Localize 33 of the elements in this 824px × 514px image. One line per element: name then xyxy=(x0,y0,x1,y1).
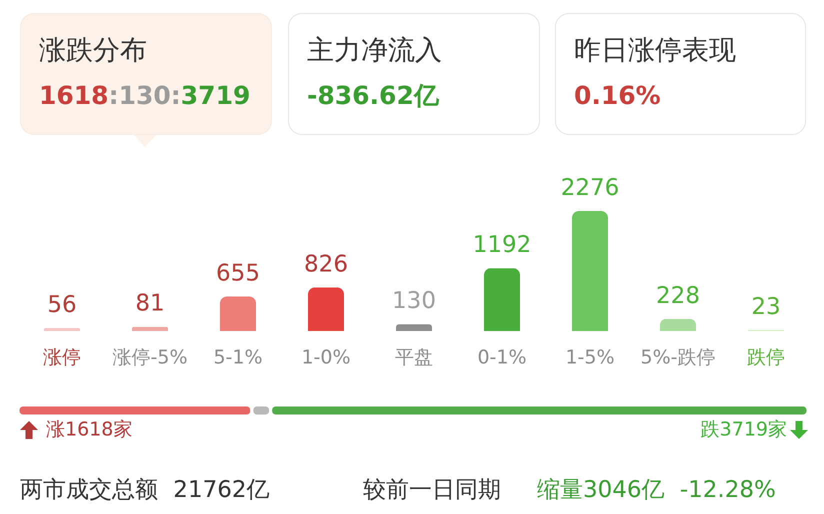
data-label: 2276 xyxy=(560,175,620,201)
data-label: 23 xyxy=(751,294,781,320)
x-tick-label: 5%-跌停 xyxy=(640,346,716,368)
x-tick-label: 涨停-5% xyxy=(112,346,188,368)
stat-card: 昨日涨停表现 0.16% xyxy=(555,13,806,135)
data-label: 228 xyxy=(656,282,700,309)
data-label: 56 xyxy=(47,292,77,318)
data-label: 130 xyxy=(392,288,436,314)
bar xyxy=(572,211,608,331)
text: 较前一日同期 xyxy=(363,476,501,505)
bar xyxy=(396,324,432,331)
text: 两市成交总额 21762亿 xyxy=(20,476,270,505)
bar xyxy=(660,318,696,331)
x-tick-label: 平盘 xyxy=(395,346,433,368)
x-tick-label: 1-0% xyxy=(301,346,351,368)
bar xyxy=(44,328,80,331)
data-label: 跌3719家 xyxy=(700,418,787,440)
x-tick-label: 5-1% xyxy=(213,346,263,368)
data-label: 81 xyxy=(135,290,165,317)
bar xyxy=(132,326,168,331)
x-tick-label: 涨停 xyxy=(43,346,81,368)
data-label: 1192 xyxy=(472,232,532,258)
x-tick-label: 0-1% xyxy=(477,346,527,368)
text: 缩量3046亿 -12.28% xyxy=(537,476,776,505)
x-tick-label: 跌停 xyxy=(747,346,785,368)
bar xyxy=(484,268,520,331)
bar xyxy=(220,296,256,331)
data-label: 655 xyxy=(216,260,260,286)
data-label: 涨1618家 xyxy=(46,418,132,440)
bar xyxy=(308,287,344,331)
stat-card: 主力净流入 -836.62亿 xyxy=(288,13,540,135)
x-tick-label: 1-5% xyxy=(565,346,615,368)
data-label: 826 xyxy=(304,251,348,278)
